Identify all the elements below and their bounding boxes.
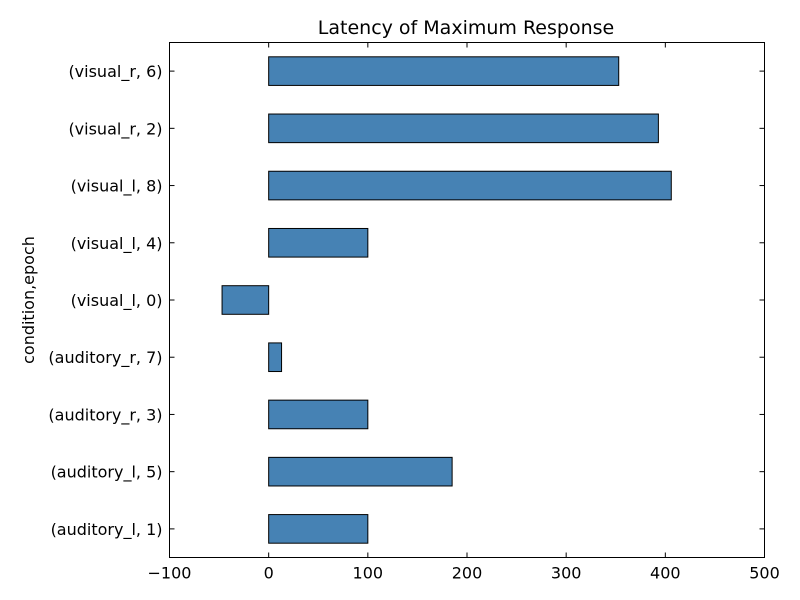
chart-title: Latency of Maximum Response: [318, 17, 614, 39]
bar-1: [268, 456, 453, 487]
y-tick-label: (visual_l, 4): [71, 234, 163, 254]
y-axis-label: condition,epoch: [19, 236, 38, 364]
y-tick-label: (auditory_l, 5): [51, 463, 163, 483]
x-tick-label: 200: [452, 564, 483, 583]
y-tick-label: (visual_r, 6): [68, 62, 162, 82]
bars-group: [221, 56, 672, 544]
bar-7: [268, 113, 659, 144]
x-tick-label: 0: [264, 564, 274, 583]
y-tick-label: (visual_r, 2): [68, 119, 162, 139]
bar-3: [268, 342, 283, 373]
x-tick-label: 400: [650, 564, 681, 583]
bar-4: [221, 285, 270, 315]
y-tick-label: (auditory_l, 1): [51, 520, 163, 540]
y-ticks-group: (auditory_l, 1) (auditory_l, 5) (auditory_…: [48, 62, 765, 540]
x-tick-label: 300: [551, 564, 582, 583]
x-ticks-group: −100 0 100 200 300 400 500: [148, 42, 780, 583]
x-tick-label: −100: [148, 564, 192, 583]
bar-2: [268, 399, 369, 430]
bar-8: [268, 56, 620, 86]
bar-6: [268, 170, 672, 201]
y-tick-label: (auditory_r, 7): [48, 348, 162, 368]
x-tick-label: 100: [353, 564, 384, 583]
bar-0: [268, 514, 369, 544]
x-tick-label: 500: [749, 564, 780, 583]
plot-frame: [169, 42, 765, 558]
y-tick-label: (visual_l, 0): [71, 291, 163, 311]
y-tick-label: (auditory_r, 3): [48, 405, 162, 425]
y-tick-label: (visual_l, 8): [71, 177, 163, 197]
bar-5: [268, 227, 369, 258]
